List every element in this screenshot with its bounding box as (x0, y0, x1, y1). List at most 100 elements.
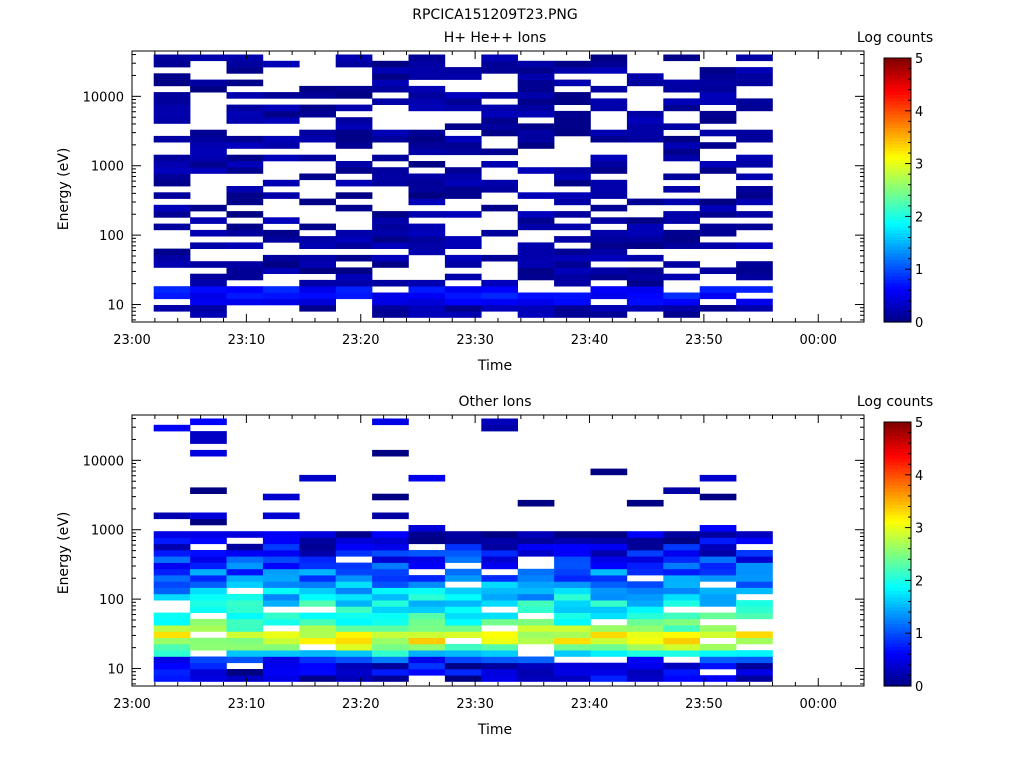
heatmap-cell (408, 92, 446, 99)
heatmap-cell (372, 279, 409, 287)
heatmap-cell (226, 612, 264, 620)
heatmap-cell (481, 418, 518, 426)
colorbar-step (884, 484, 911, 489)
heatmap-cell (190, 556, 227, 563)
heatmap-cell (626, 135, 664, 143)
heatmap-cell (590, 637, 628, 645)
heatmap-cell (299, 631, 336, 638)
colorbar-tick-label: 0 (915, 316, 923, 331)
heatmap-cell (299, 305, 336, 312)
heatmap-cell (226, 154, 264, 162)
heatmap-cell (626, 550, 664, 557)
heatmap-cell (736, 98, 773, 105)
heatmap-cell (626, 198, 664, 206)
heatmap-cell (481, 618, 518, 626)
heatmap-cell (190, 600, 227, 607)
heatmap-cell (736, 192, 773, 199)
heatmap-cell (372, 531, 409, 538)
colorbar-step (884, 298, 911, 303)
heatmap-cell (699, 537, 737, 545)
heatmap-cell (554, 305, 591, 312)
heatmap-cell (736, 656, 773, 664)
heatmap-cell (517, 123, 555, 130)
heatmap-cell (372, 129, 409, 137)
panel-title: Other Ions (458, 394, 531, 410)
heatmap-cell (262, 267, 300, 274)
colorbar-label: Log counts (857, 394, 933, 410)
heatmap-cell (663, 154, 700, 162)
heatmap-cell (444, 135, 482, 143)
heatmap-cell (226, 117, 264, 124)
heatmap-cell (481, 161, 518, 168)
colorbar-step (884, 87, 911, 92)
heatmap-cell (699, 286, 737, 293)
heatmap-cell (335, 600, 373, 607)
heatmap-cell (663, 292, 700, 300)
heatmap-cell (481, 123, 518, 130)
colorbar-step (884, 636, 911, 641)
colorbar-step (884, 206, 911, 211)
heatmap-cell (517, 242, 555, 249)
heatmap-cell (626, 123, 664, 130)
heatmap-cell (153, 98, 191, 105)
heatmap-cell (590, 254, 628, 262)
heatmap-cell (190, 242, 227, 249)
heatmap-cell (408, 625, 446, 632)
heatmap-cell (444, 242, 482, 249)
heatmap-cell (372, 556, 409, 563)
colorbar-step (884, 292, 911, 297)
heatmap-cell (299, 298, 336, 306)
heatmap-cell (554, 79, 591, 87)
colorbar-step (884, 150, 911, 155)
x-tick-label: 00:00 (800, 333, 837, 348)
heatmap-cell (554, 236, 591, 243)
heatmap-cell (153, 424, 191, 432)
heatmap-cell (626, 606, 664, 613)
heatmap-cell (517, 593, 555, 601)
heatmap-cell (372, 643, 409, 651)
heatmap-cell (517, 273, 555, 281)
heatmap-cell (590, 154, 628, 162)
heatmap-cell (699, 92, 737, 99)
heatmap-cell (372, 618, 409, 626)
heatmap-cell (517, 211, 555, 218)
heatmap-cell (517, 305, 555, 312)
heatmap-cell (626, 531, 664, 538)
heatmap-cell (736, 600, 773, 607)
heatmap-cell (335, 123, 373, 130)
heatmap-cell (736, 305, 773, 312)
heatmap-cell (626, 236, 664, 243)
heatmap-cell (663, 298, 700, 306)
colorbar-step (884, 570, 911, 575)
heatmap-cell (481, 643, 518, 651)
heatmap-cell (299, 600, 336, 607)
colorbar-step (884, 488, 911, 492)
heatmap-cell (335, 242, 373, 249)
heatmap-cell (335, 54, 373, 62)
colorbar-step (884, 100, 911, 105)
heatmap-cell (262, 254, 300, 262)
heatmap-cell (590, 161, 628, 168)
colorbar-step (884, 107, 911, 112)
heatmap-cell (372, 305, 409, 312)
colorbar-step (884, 256, 911, 260)
heatmap-cell (663, 600, 700, 607)
heatmap-cell (408, 242, 446, 249)
heatmap-cell (554, 273, 591, 281)
heatmap-cell (517, 254, 555, 262)
heatmap-cell (153, 79, 191, 87)
heatmap-cell (153, 543, 191, 551)
heatmap-cell (444, 631, 482, 638)
heatmap-cell (153, 305, 191, 312)
heatmap-cell (190, 550, 227, 557)
colorbar-step (884, 676, 911, 680)
heatmap-cell (554, 581, 591, 588)
heatmap-cell (663, 54, 700, 62)
colorbar: 0 1 2 3 4 5 (883, 52, 923, 331)
heatmap-cell (335, 60, 373, 68)
heatmap-cell (262, 110, 300, 118)
heatmap-cell (226, 637, 264, 645)
colorbar-step (884, 315, 911, 320)
heatmap-cell (262, 650, 300, 657)
heatmap-cell (590, 85, 628, 93)
